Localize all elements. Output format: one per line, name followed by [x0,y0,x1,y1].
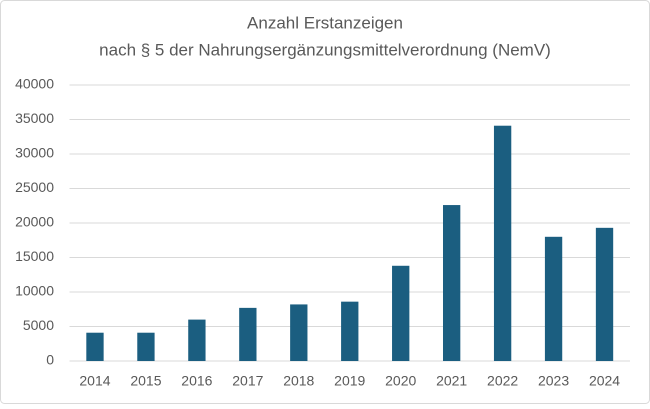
x-tick-label: 2019 [334,373,365,389]
x-tick-label: 2020 [385,373,416,389]
chart-title: Anzahl Erstanzeigen [247,13,403,32]
bar [341,301,359,361]
bar [493,125,512,362]
y-tick-label: 35000 [15,110,54,126]
x-tick-label: 2017 [232,373,263,389]
x-tick-label: 2023 [538,373,569,389]
y-tick-label: 0 [46,352,54,368]
bar [544,236,563,361]
x-tick-label: 2014 [79,373,110,389]
bar [442,205,461,361]
y-tick-label: 40000 [15,76,54,92]
bar [239,307,257,361]
y-tick-label: 10000 [15,283,54,299]
y-tick-label: 20000 [15,214,54,230]
bar [392,265,410,361]
x-tick-label: 2021 [436,373,467,389]
bar [86,332,104,361]
x-tick-label: 2015 [130,373,161,389]
y-tick-label: 5000 [23,317,54,333]
x-tick-label: 2018 [283,373,314,389]
bar [188,319,206,361]
y-tick-label: 25000 [15,179,54,195]
x-tick-label: 2016 [181,373,212,389]
bar [290,304,308,361]
bar [595,227,614,361]
x-tick-label: 2022 [487,373,518,389]
bar [137,332,155,361]
chart-subtitle: nach § 5 der Nahrungsergänzungsmittelver… [99,40,551,59]
y-tick-label: 15000 [15,248,54,264]
y-tick-label: 30000 [15,145,54,161]
x-tick-label: 2024 [589,373,620,389]
